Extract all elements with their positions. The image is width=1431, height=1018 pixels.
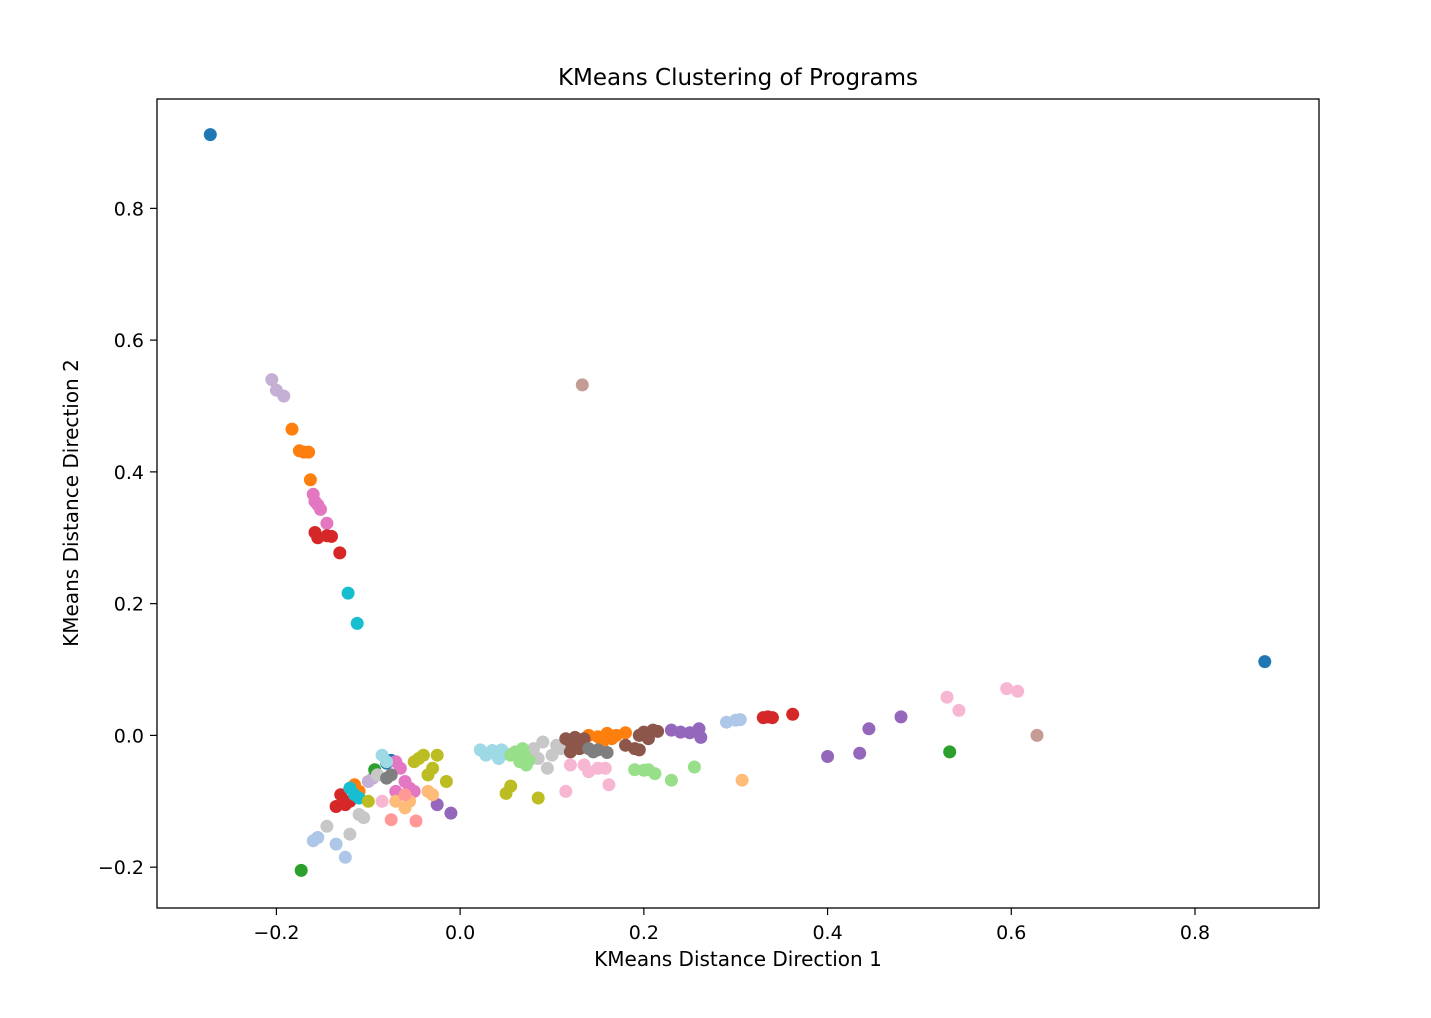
- scatter-point: [341, 586, 355, 600]
- scatter-point: [325, 529, 338, 543]
- scatter-point: [563, 758, 577, 772]
- x-tick-label: 0.2: [629, 922, 659, 944]
- scatter-point: [1000, 682, 1014, 696]
- scatter-point: [393, 761, 407, 775]
- scatter-point: [575, 378, 589, 392]
- scatter-point: [1030, 728, 1044, 742]
- scatter-point: [862, 722, 876, 736]
- scatter-point: [531, 791, 545, 805]
- scatter-point: [516, 742, 530, 756]
- scatter-point: [619, 726, 632, 740]
- scatter-point: [600, 746, 614, 759]
- x-tick-label: 0.8: [1180, 922, 1210, 944]
- scatter-point: [786, 707, 800, 721]
- scatter-point: [314, 502, 327, 516]
- scatter-point: [687, 760, 701, 774]
- scatter-point: [361, 794, 375, 808]
- scatter-point: [320, 819, 334, 833]
- scatter-point: [545, 748, 559, 762]
- scatter-point: [398, 788, 412, 802]
- scatter-point: [492, 752, 506, 765]
- scatter-point: [598, 761, 612, 775]
- scatter-point: [389, 794, 403, 808]
- scatter-point: [735, 773, 749, 787]
- points-layer: [203, 128, 1272, 877]
- y-tick-label: 0.6: [114, 330, 144, 352]
- scatter-point: [416, 748, 430, 762]
- scatter-point: [334, 788, 348, 802]
- y-tick-label: 0.8: [114, 198, 144, 220]
- scatter-point: [303, 473, 317, 487]
- scatter-point: [444, 806, 458, 820]
- plot-frame: [156, 98, 1320, 909]
- scatter-point: [527, 742, 541, 756]
- x-tick-label: −0.2: [253, 922, 299, 944]
- scatter-point: [563, 745, 577, 759]
- scatter-point: [536, 735, 550, 749]
- scatter-point: [1258, 655, 1272, 669]
- scatter-point: [426, 761, 440, 775]
- scatter-point: [1011, 684, 1025, 698]
- scatter-point: [733, 713, 747, 727]
- scatter-point: [952, 703, 966, 717]
- scatter-point: [602, 778, 616, 792]
- scatter-point: [384, 813, 398, 827]
- scatter-point: [426, 788, 440, 802]
- scatter-point: [632, 743, 646, 757]
- x-tick-label: 0.0: [445, 922, 475, 944]
- scatter-point: [821, 750, 835, 763]
- scatter-point: [540, 761, 554, 775]
- scatter-point: [664, 773, 678, 787]
- scatter-point: [430, 798, 444, 812]
- scatter-point: [694, 730, 708, 744]
- scatter-point: [333, 546, 347, 560]
- scatter-point: [343, 827, 357, 841]
- x-tick-label: 0.4: [812, 922, 842, 944]
- scatter-point: [519, 758, 533, 772]
- y-tick-label: 0.4: [114, 462, 144, 484]
- scatter-point: [350, 616, 364, 630]
- scatter-point: [853, 746, 867, 760]
- scatter-point: [943, 745, 957, 759]
- scatter-point: [277, 389, 291, 403]
- scatter-point: [940, 690, 954, 704]
- scatter-point: [380, 755, 394, 769]
- scatter-point: [329, 837, 343, 851]
- y-tick-label: −0.2: [98, 857, 144, 879]
- scatter-point: [430, 748, 444, 762]
- scatter-point: [577, 732, 591, 746]
- scatter-point: [265, 373, 279, 387]
- scatter-point: [294, 863, 308, 877]
- scatter-point: [285, 422, 299, 436]
- scatter-point: [765, 711, 779, 725]
- y-tick-label: 0.2: [114, 594, 144, 616]
- x-axis-label: KMeans Distance Direction 1: [594, 947, 882, 971]
- scatter-point: [384, 768, 398, 782]
- scatter-point: [409, 814, 423, 828]
- scatter-point: [375, 794, 389, 808]
- y-axis-ticks: −0.2 0.0 0.2 0.4 0.6 0.8: [98, 198, 157, 879]
- scatter-point: [559, 784, 573, 798]
- scatter-point: [302, 445, 316, 459]
- y-tick-label: 0.0: [114, 725, 144, 747]
- scatter-point: [439, 775, 453, 788]
- scatter-point: [605, 732, 619, 746]
- chart-title: KMeans Clustering of Programs: [558, 65, 918, 91]
- x-axis-ticks: −0.2 0.0 0.2 0.4 0.6 0.8: [253, 908, 1210, 944]
- x-tick-label: 0.6: [996, 922, 1026, 944]
- scatter-point: [311, 831, 325, 844]
- scatter-point: [504, 779, 518, 793]
- scatter-point: [894, 710, 908, 724]
- scatter-point: [320, 516, 334, 530]
- scatter-point: [203, 128, 217, 142]
- scatter-point: [651, 724, 665, 738]
- y-axis-label: KMeans Distance Direction 2: [59, 359, 83, 647]
- scatter-point: [357, 811, 371, 825]
- scatter-point: [338, 850, 352, 864]
- scatter-point: [648, 767, 662, 781]
